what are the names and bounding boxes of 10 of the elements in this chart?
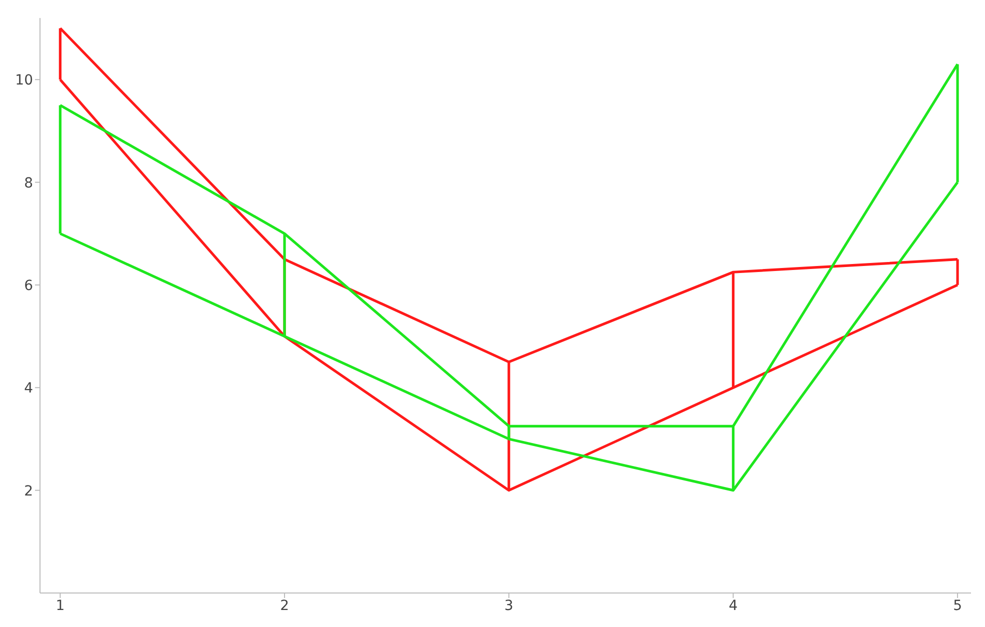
y-tick-label: 8 xyxy=(24,175,33,192)
x-tick-label: 5 xyxy=(953,598,962,614)
y-tick-label: 2 xyxy=(24,483,33,500)
y-tick-label: 10 xyxy=(15,72,33,89)
x-tick-label: 3 xyxy=(504,598,514,614)
x-tick-label: 4 xyxy=(728,598,738,614)
y-tick-label: 6 xyxy=(24,278,34,294)
x-tick-label: 2 xyxy=(280,598,289,614)
y-tick-label: 4 xyxy=(24,380,34,397)
x-tick-label: 1 xyxy=(56,598,65,614)
